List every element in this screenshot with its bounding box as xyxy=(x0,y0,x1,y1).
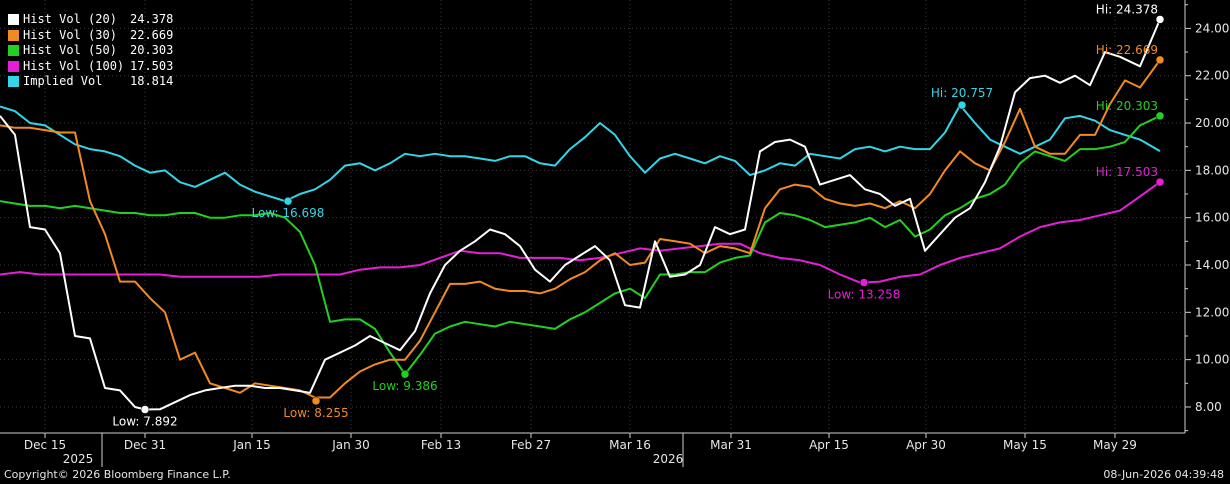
series-line-hist-vol-20- xyxy=(0,19,1161,411)
x-tick-label: Mar 16 xyxy=(609,438,651,452)
legend: Hist Vol (20) 24.378 Hist Vol (30) 22.669 Hi… xyxy=(8,12,173,90)
marker-dot xyxy=(859,278,869,287)
y-tick-label: 10.00 xyxy=(1195,353,1229,367)
y-tick-label: 22.00 xyxy=(1195,69,1229,83)
annotation-layer: Hi: 20.757 Low: 16.698 Low: 13.258 Hi: 17.5… xyxy=(112,2,1165,429)
legend-last-value: 22.669 xyxy=(130,27,174,42)
x-tick-label: May 29 xyxy=(1093,438,1137,452)
series-line-hist-vol-30- xyxy=(0,59,1161,399)
legend-entry: Hist Vol (50) 20.303 xyxy=(8,43,173,59)
marker-label: Hi: 20.757 xyxy=(931,86,993,100)
y-tick-label: 12.00 xyxy=(1195,305,1229,319)
series-line-implied-vol xyxy=(0,104,1161,203)
x-tick-label: May 15 xyxy=(1003,438,1047,452)
year-label: 2025 xyxy=(63,452,94,466)
legend-entry: Hist Vol (100) 17.503 xyxy=(8,59,173,75)
y-tick-label: 20.00 xyxy=(1195,116,1229,130)
marker-dot xyxy=(1155,55,1165,65)
marker-label: Hi: 22.669 xyxy=(1096,43,1158,57)
legend-last-value: 20.303 xyxy=(130,43,174,57)
copyright-text: Copyright© 2026 Bloomberg Finance L.P. xyxy=(4,468,231,481)
x-tick-label: Apr 30 xyxy=(906,438,946,452)
legend-series-name: Hist Vol (30) xyxy=(23,27,117,42)
x-tick-label: Apr 15 xyxy=(809,438,849,452)
legend-series-name: Hist Vol (50) xyxy=(23,43,117,57)
axis-layer: 8.00 10.00 12.00 14.00 16.00 18.00 20.00 22.00 2… xyxy=(24,4,1229,467)
y-tick-label: 18.00 xyxy=(1195,163,1229,177)
legend-last-value: 17.503 xyxy=(130,58,174,73)
marker-dot xyxy=(1155,15,1165,24)
plot-frame xyxy=(0,0,1186,434)
x-tick-label: Feb 27 xyxy=(511,438,551,452)
legend-series-name: Implied Vol xyxy=(23,74,103,88)
marker-label: Hi: 20.303 xyxy=(1096,99,1158,113)
marker-label: Low: 16.698 xyxy=(252,206,325,220)
marker-dot xyxy=(1155,111,1165,121)
series-layer xyxy=(0,19,1161,411)
legend-entry: Hist Vol (20) 24.378 xyxy=(8,12,173,28)
x-tick-label: Mar 31 xyxy=(710,438,752,452)
x-tick-label: Dec 15 xyxy=(24,438,66,452)
legend-series-name: Hist Vol (100) xyxy=(23,58,125,73)
marker-label: Hi: 24.378 xyxy=(1096,2,1158,16)
marker-label: Low: 8.255 xyxy=(283,406,348,420)
legend-swatch xyxy=(8,60,19,72)
legend-swatch xyxy=(8,14,19,26)
x-tick-label: Feb 13 xyxy=(421,438,461,452)
marker-dot xyxy=(400,369,410,379)
grid-lines xyxy=(0,0,1185,433)
legend-swatch xyxy=(8,76,19,88)
legend-entry: Implied Vol 18.814 xyxy=(8,74,173,90)
marker-dot xyxy=(1155,177,1165,187)
y-tick-label: 14.00 xyxy=(1195,258,1229,272)
year-label: 2026 xyxy=(653,452,684,466)
legend-swatch xyxy=(8,29,19,41)
legend-last-value: 18.814 xyxy=(130,74,174,88)
marker-dot xyxy=(957,100,967,110)
legend-series-name: Hist Vol (20) xyxy=(23,12,117,26)
marker-label: Low: 9.386 xyxy=(372,379,437,393)
series-line-hist-vol-50- xyxy=(0,114,1161,376)
y-tick-label: 16.00 xyxy=(1195,211,1229,225)
marker-label: Low: 7.892 xyxy=(112,415,177,429)
legend-entry: Hist Vol (30) 22.669 xyxy=(8,28,173,44)
marker-dot xyxy=(311,396,321,406)
legend-last-value: 24.378 xyxy=(130,12,174,26)
x-tick-label: Jan 15 xyxy=(232,438,271,452)
timestamp-text: 08-Jun-2026 04:39:48 xyxy=(1103,468,1224,481)
x-tick-label: Jan 30 xyxy=(331,438,370,452)
legend-swatch xyxy=(8,45,19,57)
marker-label: Hi: 17.503 xyxy=(1096,165,1158,179)
x-tick-label: Dec 31 xyxy=(124,438,166,452)
marker-dot xyxy=(140,405,150,414)
marker-dot xyxy=(283,196,293,206)
marker-label: Low: 13.258 xyxy=(828,288,901,302)
y-tick-label: 8.00 xyxy=(1195,400,1222,414)
y-tick-label: 24.00 xyxy=(1195,21,1229,35)
series-line-hist-vol-100- xyxy=(0,181,1161,284)
